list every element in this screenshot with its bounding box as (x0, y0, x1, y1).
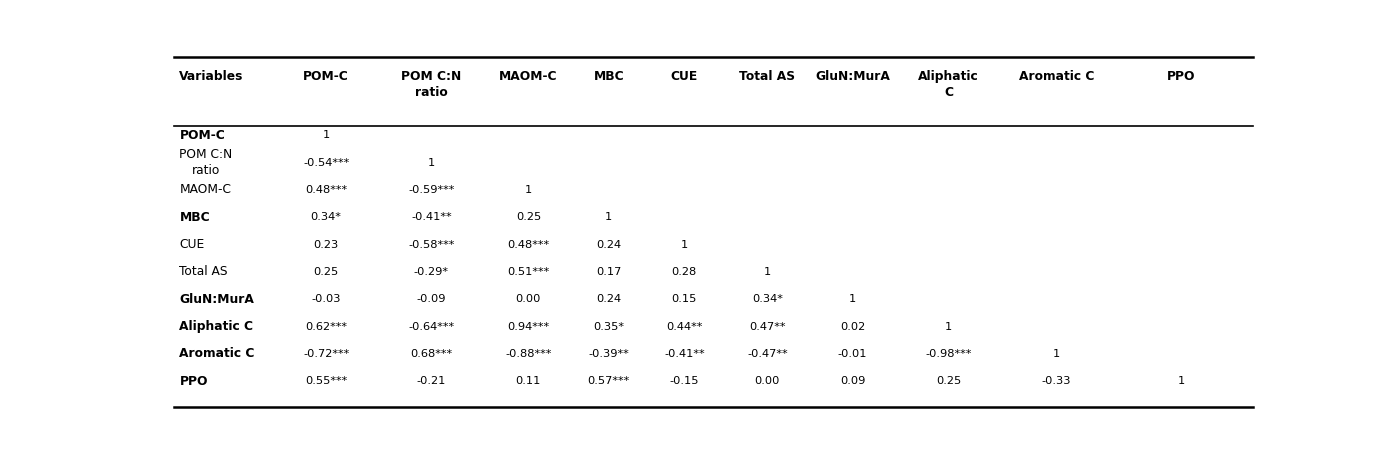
Text: GluN:MurA: GluN:MurA (816, 70, 889, 83)
Text: 1: 1 (427, 158, 434, 167)
Text: 0.55***: 0.55*** (305, 376, 347, 386)
Text: -0.03: -0.03 (312, 294, 341, 304)
Text: 0.47**: 0.47** (749, 321, 785, 331)
Text: -0.41**: -0.41** (411, 212, 451, 222)
Text: -0.15: -0.15 (670, 376, 699, 386)
Text: 0.25: 0.25 (516, 212, 541, 222)
Text: 0.23: 0.23 (313, 240, 338, 249)
Text: 0.25: 0.25 (935, 376, 962, 386)
Text: 0.68***: 0.68*** (411, 349, 452, 359)
Text: -0.72***: -0.72*** (303, 349, 349, 359)
Text: 1: 1 (1178, 376, 1185, 386)
Text: 1: 1 (764, 267, 771, 277)
Text: Total AS: Total AS (739, 70, 795, 83)
Text: Aliphatic
C: Aliphatic C (919, 70, 979, 99)
Text: POM C:N
ratio: POM C:N ratio (180, 148, 232, 177)
Text: 0.35*: 0.35* (593, 321, 624, 331)
Text: 0.94***: 0.94*** (507, 321, 550, 331)
Text: 1: 1 (606, 212, 612, 222)
Text: 0.11: 0.11 (515, 376, 541, 386)
Text: -0.41**: -0.41** (664, 349, 704, 359)
Text: CUE: CUE (671, 70, 697, 83)
Text: POM-C: POM-C (180, 129, 226, 142)
Text: -0.88***: -0.88*** (505, 349, 551, 359)
Text: CUE: CUE (180, 238, 205, 251)
Text: Aromatic C: Aromatic C (180, 347, 255, 361)
Text: 0.09: 0.09 (839, 376, 866, 386)
Text: -0.01: -0.01 (838, 349, 867, 359)
Text: 0.28: 0.28 (672, 267, 697, 277)
Text: MBC: MBC (593, 70, 624, 83)
Text: 0.51***: 0.51*** (507, 267, 550, 277)
Text: POM-C: POM-C (303, 70, 349, 83)
Text: POM C:N
ratio: POM C:N ratio (401, 70, 461, 99)
Text: 0.62***: 0.62*** (305, 321, 347, 331)
Text: -0.98***: -0.98*** (926, 349, 972, 359)
Text: 0.17: 0.17 (596, 267, 621, 277)
Text: 0.34*: 0.34* (752, 294, 782, 304)
Text: -0.64***: -0.64*** (408, 321, 454, 331)
Text: 0.34*: 0.34* (310, 212, 341, 222)
Text: -0.29*: -0.29* (413, 267, 448, 277)
Text: 0.24: 0.24 (596, 294, 621, 304)
Text: 1: 1 (945, 321, 952, 331)
Text: 0.02: 0.02 (839, 321, 866, 331)
Text: 0.48***: 0.48*** (305, 185, 347, 195)
Text: PPO: PPO (1168, 70, 1196, 83)
Text: 0.00: 0.00 (754, 376, 780, 386)
Text: 1: 1 (323, 130, 330, 140)
Text: Aliphatic C: Aliphatic C (180, 320, 253, 333)
Text: Total AS: Total AS (180, 266, 228, 278)
Text: 1: 1 (525, 185, 532, 195)
Text: Variables: Variables (180, 70, 244, 83)
Text: 0.00: 0.00 (515, 294, 541, 304)
Text: -0.58***: -0.58*** (408, 240, 454, 249)
Text: MBC: MBC (180, 211, 210, 224)
Text: 1: 1 (681, 240, 688, 249)
Text: Aromatic C: Aromatic C (1019, 70, 1094, 83)
Text: 1: 1 (849, 294, 856, 304)
Text: 0.57***: 0.57*** (587, 376, 631, 386)
Text: 0.25: 0.25 (313, 267, 338, 277)
Text: -0.21: -0.21 (416, 376, 445, 386)
Text: 0.24: 0.24 (596, 240, 621, 249)
Text: -0.09: -0.09 (416, 294, 445, 304)
Text: 0.44**: 0.44** (667, 321, 703, 331)
Text: MAOM-C: MAOM-C (180, 183, 231, 196)
Text: 1: 1 (1052, 349, 1061, 359)
Text: -0.33: -0.33 (1041, 376, 1072, 386)
Text: -0.47**: -0.47** (748, 349, 788, 359)
Text: PPO: PPO (180, 375, 207, 388)
Text: MAOM-C: MAOM-C (500, 70, 558, 83)
Text: 0.48***: 0.48*** (507, 240, 550, 249)
Text: 0.15: 0.15 (671, 294, 697, 304)
Text: -0.59***: -0.59*** (408, 185, 454, 195)
Text: -0.39**: -0.39** (589, 349, 629, 359)
Text: GluN:MurA: GluN:MurA (180, 293, 255, 306)
Text: -0.54***: -0.54*** (303, 158, 349, 167)
